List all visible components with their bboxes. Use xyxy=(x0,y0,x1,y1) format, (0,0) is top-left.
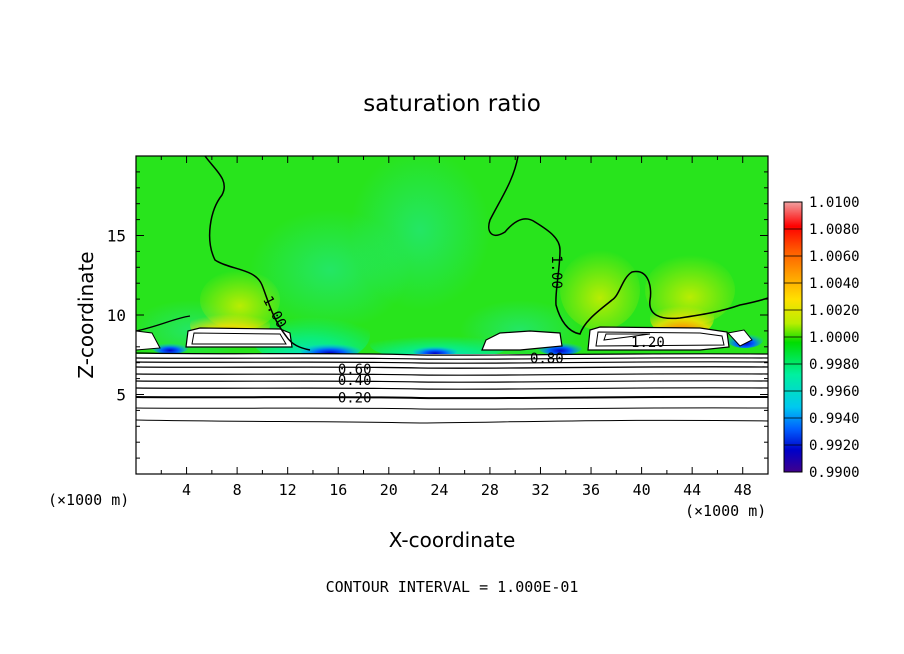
x-tick-label: 40 xyxy=(633,481,651,499)
z-tick-label: 15 xyxy=(107,227,126,246)
cloud-edge-left xyxy=(136,330,161,351)
contour-label-text: 1.00 xyxy=(548,255,564,289)
contour-line xyxy=(136,352,768,356)
colorbar-label: 1.0060 xyxy=(809,249,860,265)
plot-area: 1.001.001.200.800.600.400.20 xyxy=(136,156,768,474)
colorbar-label: 0.9900 xyxy=(809,465,860,481)
x-tick-label: 24 xyxy=(430,481,448,499)
contour-label: 0.40 xyxy=(338,373,372,389)
contour-label-text: 0.40 xyxy=(338,373,372,389)
contour-line xyxy=(191,332,287,345)
colorbar-labels: 1.0100 1.0080 1.0060 1.0040 1.0020 1.0000 0.99… xyxy=(784,195,860,481)
x-tick-label: 48 xyxy=(734,481,752,499)
colorbar-label: 0.9920 xyxy=(809,438,860,454)
cloud-edge-right xyxy=(727,329,753,347)
field-subsaturated xyxy=(136,354,768,474)
colorbar-label: 0.9980 xyxy=(809,357,860,373)
x-unit-right: (×1000 m) xyxy=(685,502,766,520)
z-tick-label: 10 xyxy=(107,306,126,325)
x-ticks: 4 8 12 16 20 24 28 32 36 40 44 48 xyxy=(160,156,752,499)
contour-interval-note: CONTOUR INTERVAL = 1.000E-01 xyxy=(326,578,579,596)
field-mint-region xyxy=(350,156,490,310)
field-warm-region xyxy=(560,250,640,330)
x-tick-label: 36 xyxy=(582,481,600,499)
contour-line xyxy=(136,419,768,424)
contour-line xyxy=(136,380,768,383)
z-ticks: 5 10 15 xyxy=(107,171,768,459)
colorbar-label: 1.0040 xyxy=(809,276,860,292)
z-tick-label: 5 xyxy=(116,386,126,405)
x-unit-left: (×1000 m) xyxy=(48,491,129,509)
contour-label-text: 1.20 xyxy=(631,335,665,351)
contour-line xyxy=(136,361,768,364)
x-tick-label: 4 xyxy=(182,481,191,499)
contour-label: 0.20 xyxy=(338,391,372,407)
x-tick-label: 44 xyxy=(683,481,701,499)
contour-label-text: 0.80 xyxy=(530,351,564,367)
contour-line xyxy=(136,395,768,400)
y-axis-label: Z-coordinate xyxy=(74,251,98,378)
contour-line xyxy=(136,357,768,360)
colorbar-label: 1.0080 xyxy=(809,222,860,238)
contour-line xyxy=(595,331,725,347)
contour-label: 1.20 xyxy=(631,335,665,351)
contour-line xyxy=(136,366,768,369)
contour-label: 0.80 xyxy=(530,351,564,367)
contour-line xyxy=(136,387,768,390)
cloud-middle xyxy=(481,330,563,351)
x-tick-label: 28 xyxy=(481,481,499,499)
colorbar-label: 1.0020 xyxy=(809,303,860,319)
contour-line xyxy=(488,156,768,335)
contour-line xyxy=(136,407,768,410)
colorbar-label: 0.9960 xyxy=(809,384,860,400)
contour-labels: 1.001.001.200.800.600.400.20 xyxy=(259,255,665,407)
field-blue-region xyxy=(152,342,188,354)
colorbar-label: 0.9940 xyxy=(809,411,860,427)
contour-line xyxy=(136,373,768,376)
contour-label-text: 0.60 xyxy=(338,362,372,378)
x-tick-label: 12 xyxy=(279,481,297,499)
contour-label-text: 0.20 xyxy=(338,391,372,407)
x-tick-label: 16 xyxy=(329,481,347,499)
chart-title: saturation ratio xyxy=(363,91,541,117)
colorbar-label: 1.0000 xyxy=(809,330,860,346)
contour-line xyxy=(136,315,191,332)
contour-label: 0.60 xyxy=(338,362,372,378)
x-tick-label: 8 xyxy=(233,481,242,499)
x-axis-label: X-coordinate xyxy=(389,528,516,552)
contour-line xyxy=(603,333,651,341)
contour-line xyxy=(204,156,311,351)
field-cyan-region xyxy=(370,330,510,360)
x-tick-label: 32 xyxy=(531,481,549,499)
colorbar-label: 1.0100 xyxy=(809,195,860,211)
contour-label: 1.00 xyxy=(548,255,564,289)
x-tick-label: 20 xyxy=(380,481,398,499)
